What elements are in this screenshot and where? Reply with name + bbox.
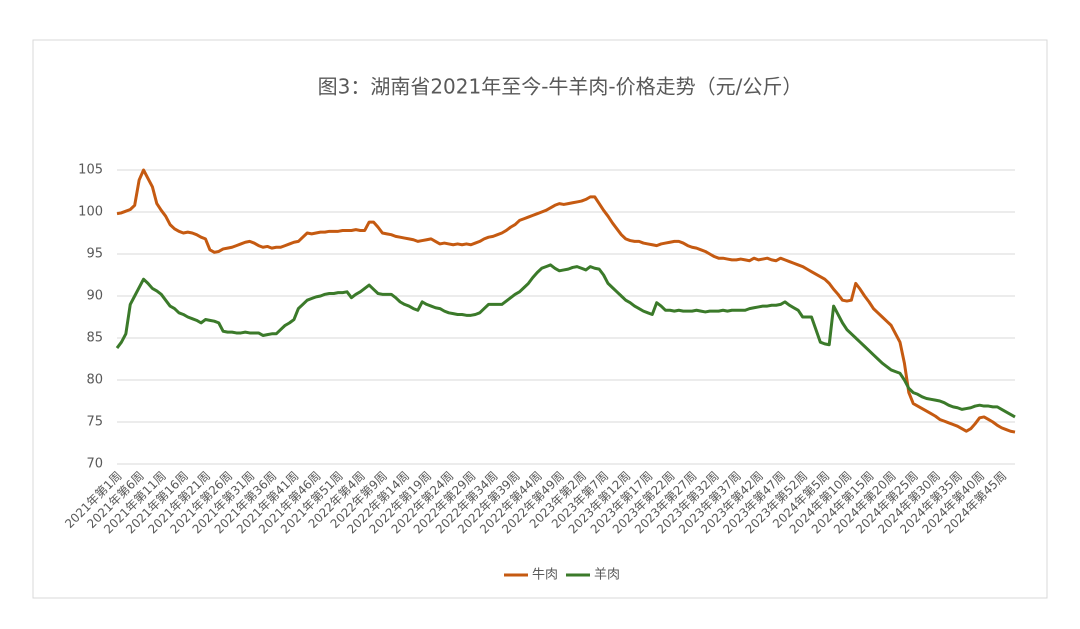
legend-label: 牛肉 [532,568,558,583]
y-tick-label: 90 [86,289,103,304]
legend-label: 羊肉 [594,567,620,583]
y-tick-label: 80 [86,373,103,388]
y-tick-label: 85 [86,331,103,346]
y-tick-label: 75 [86,415,103,430]
chart-title: 图3：湖南省2021年至今-牛羊肉-价格走势（元/公斤） [318,75,803,99]
y-tick-label: 95 [86,247,103,262]
y-tick-label: 100 [78,205,103,220]
y-tick-label: 105 [78,163,103,178]
chart-frame [32,39,1048,599]
series-line [115,263,1016,419]
series-line [116,168,1016,434]
y-tick-label: 70 [86,457,103,472]
